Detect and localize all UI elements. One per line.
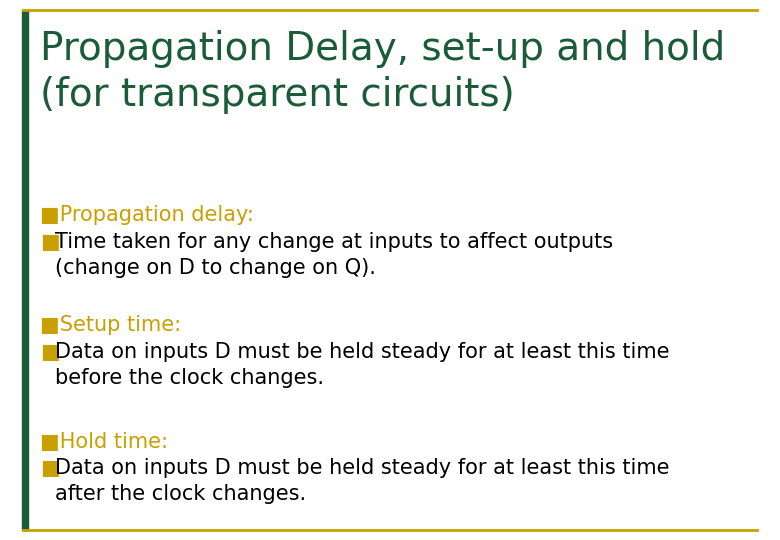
Bar [22, 10, 28, 530]
Text: ■Setup time:: ■Setup time: [40, 315, 181, 335]
Text: ■: ■ [40, 232, 60, 252]
Text: Data on inputs D must be held steady for at least this time
before the clock cha: Data on inputs D must be held steady for… [55, 342, 669, 388]
Text: Time taken for any change at inputs to affect outputs
(change on D to change on : Time taken for any change at inputs to a… [55, 232, 613, 278]
Text: ■Propagation delay:: ■Propagation delay: [40, 205, 254, 225]
Text: ■: ■ [40, 458, 60, 478]
Text: ■: ■ [40, 342, 60, 362]
Text: ■Hold time:: ■Hold time: [40, 432, 168, 452]
Text: Propagation Delay, set-up and hold
(for transparent circuits): Propagation Delay, set-up and hold (for … [40, 30, 725, 113]
Text: Data on inputs D must be held steady for at least this time
after the clock chan: Data on inputs D must be held steady for… [55, 458, 669, 504]
